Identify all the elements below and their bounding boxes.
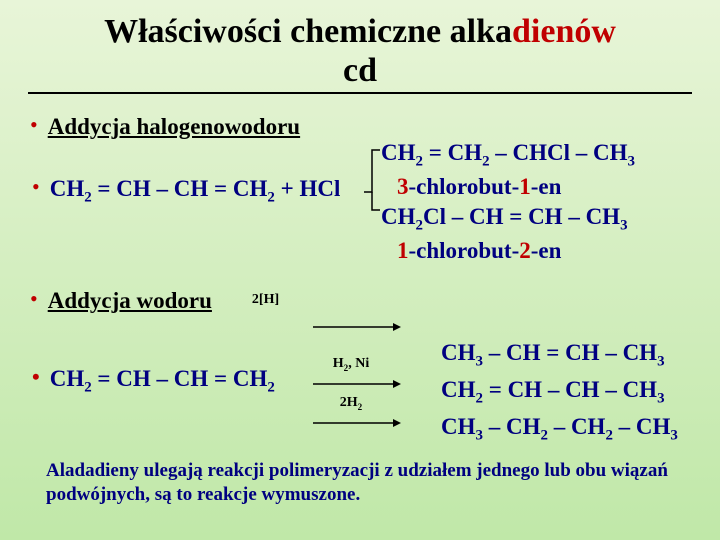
arrow-icon (311, 318, 401, 336)
reactant2-text: CH2 = CH – CH = CH2 (50, 364, 275, 398)
bullet-icon: • (32, 174, 40, 200)
bullet-icon: • (30, 286, 38, 312)
bullet-icon: • (30, 112, 38, 138)
reaction2-block: • CH2 = CH – CH = CH2 H2, Ni 2H2 CH3 – C… (46, 316, 692, 451)
reactant1: CH2 = CH – CH = CH2 + HCl (50, 174, 341, 208)
condition-middle: H2, Ni (311, 356, 391, 373)
bullet-icon: • (32, 364, 40, 390)
products2-column: CH3 – CH = CH – CH3 CH2 = CH – CH – CH3 … (441, 336, 678, 447)
footer-note: Aladadieny ulegają reakcji polimeryzacji… (46, 459, 692, 507)
split-arrow-brace (362, 142, 382, 242)
condition-top: 2[H] (252, 292, 279, 308)
conditions-column: H2, Ni 2H2 (311, 316, 391, 434)
section2-heading: Addycja wodoru (48, 286, 212, 316)
condition-bottom: 2H2 (311, 395, 391, 412)
section2-heading-row: • Addycja wodoru 2[H] (28, 286, 692, 316)
arrow-icon (311, 375, 401, 393)
arrow-icon (311, 414, 401, 432)
slide-title: Właściwości chemiczne alkadienów cd (28, 12, 692, 94)
reaction1-block: • CH2 = CH – CH = CH2 + HCl CH2 = CH2 – … (46, 148, 692, 268)
section1-heading: Addycja halogenowodoru (48, 112, 300, 142)
products1-column: CH2 = CH2 – CHCl – CH3 3-chlorobut-1-en … (381, 138, 635, 266)
